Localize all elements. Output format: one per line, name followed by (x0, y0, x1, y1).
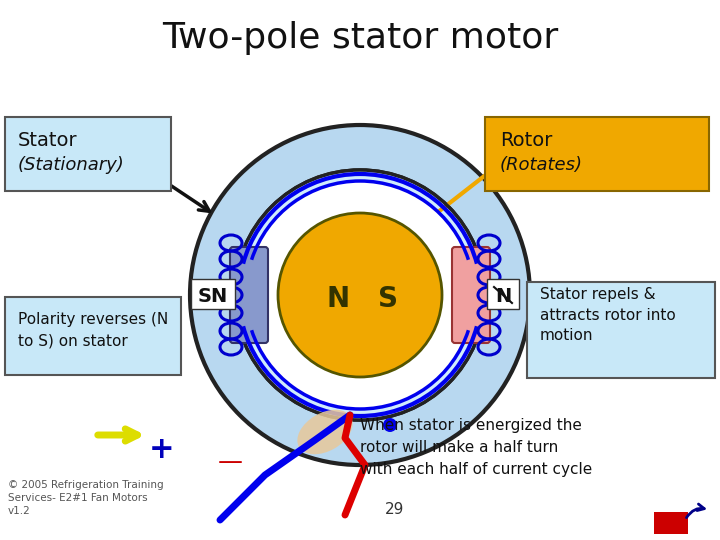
Text: (Stationary): (Stationary) (18, 156, 125, 174)
Text: © 2005 Refrigeration Training
Services- E2#1 Fan Motors
v1.2: © 2005 Refrigeration Training Services- … (8, 480, 163, 516)
FancyBboxPatch shape (654, 512, 688, 534)
Text: Polarity reverses (N
to S) on stator: Polarity reverses (N to S) on stator (18, 312, 168, 348)
Text: (Rotates): (Rotates) (500, 156, 583, 174)
Text: N: N (495, 287, 511, 307)
FancyArrowPatch shape (686, 504, 704, 518)
FancyBboxPatch shape (487, 279, 519, 309)
Text: —: — (217, 450, 243, 474)
FancyBboxPatch shape (452, 247, 490, 343)
Text: Rotor: Rotor (500, 131, 552, 150)
Text: SN: SN (198, 287, 228, 307)
Circle shape (245, 180, 475, 410)
Text: Stator: Stator (18, 131, 78, 150)
Text: S: S (378, 285, 398, 313)
Circle shape (235, 170, 485, 420)
Text: When stator is energized the
rotor will make a half turn
with each half of curre: When stator is energized the rotor will … (360, 418, 593, 477)
Circle shape (235, 170, 485, 420)
Ellipse shape (297, 410, 353, 454)
FancyBboxPatch shape (485, 117, 709, 191)
FancyBboxPatch shape (191, 279, 235, 309)
FancyBboxPatch shape (5, 297, 181, 375)
Text: Stator repels &
attracts rotor into
motion: Stator repels & attracts rotor into moti… (540, 287, 676, 343)
Text: N: N (326, 285, 350, 313)
Text: +: + (149, 435, 175, 464)
Circle shape (278, 213, 442, 377)
Circle shape (190, 125, 530, 465)
Circle shape (383, 418, 397, 432)
FancyArrowPatch shape (98, 429, 138, 441)
FancyBboxPatch shape (230, 247, 268, 343)
Text: Two-pole stator motor: Two-pole stator motor (162, 21, 558, 55)
Text: 29: 29 (385, 503, 405, 517)
FancyBboxPatch shape (527, 282, 715, 378)
FancyBboxPatch shape (5, 117, 171, 191)
